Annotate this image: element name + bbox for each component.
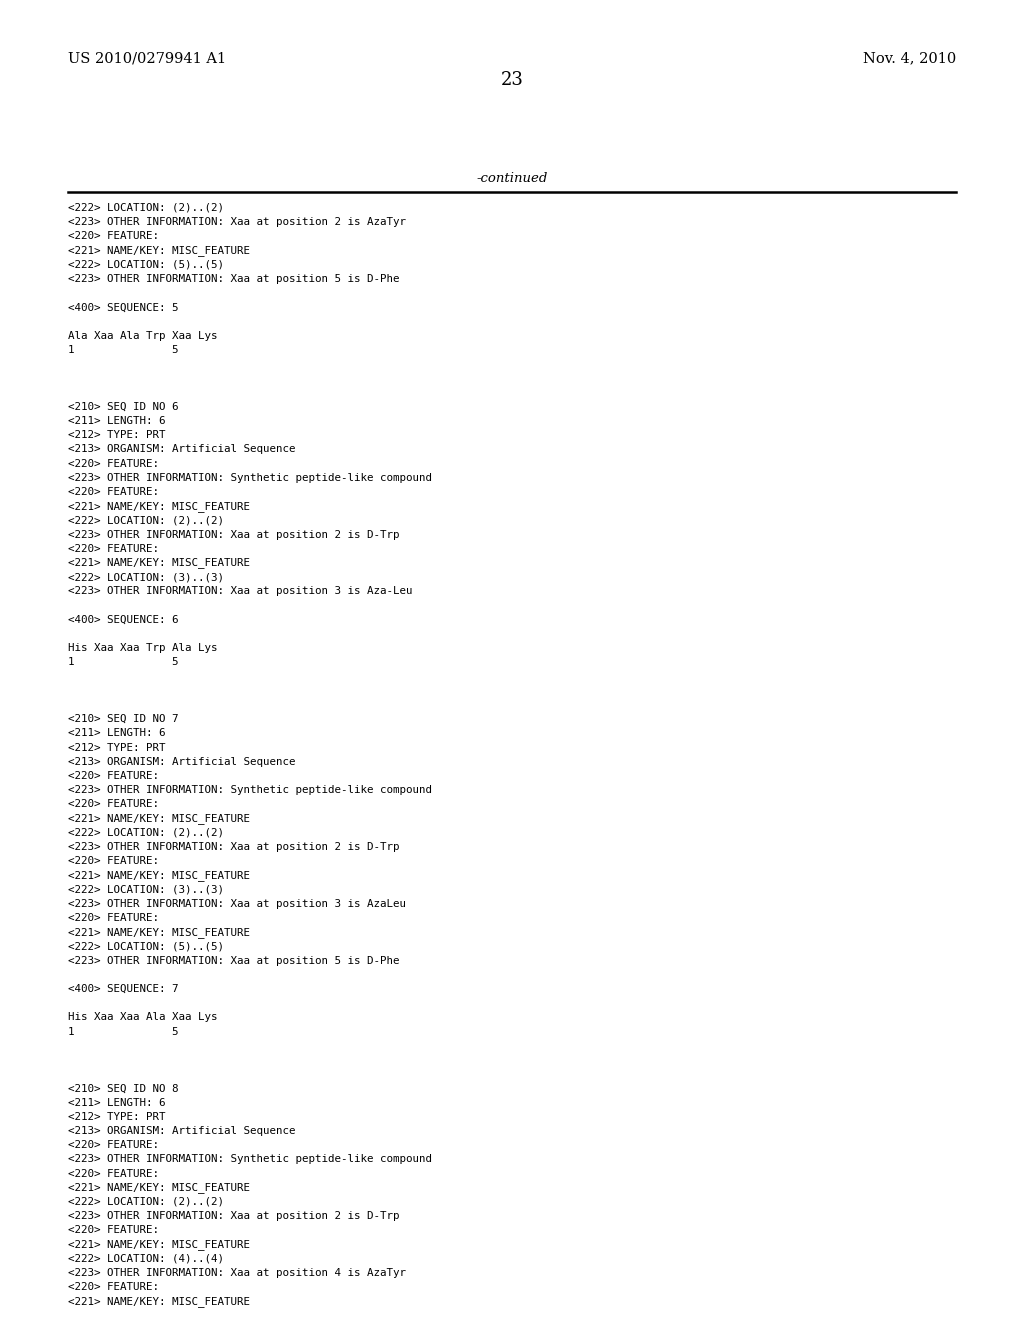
Text: <211> LENGTH: 6: <211> LENGTH: 6 bbox=[68, 729, 166, 738]
Text: <223> OTHER INFORMATION: Xaa at position 5 is D-Phe: <223> OTHER INFORMATION: Xaa at position… bbox=[68, 275, 399, 284]
Text: <213> ORGANISM: Artificial Sequence: <213> ORGANISM: Artificial Sequence bbox=[68, 756, 296, 767]
Text: <211> LENGTH: 6: <211> LENGTH: 6 bbox=[68, 416, 166, 426]
Text: <220> FEATURE:: <220> FEATURE: bbox=[68, 544, 159, 554]
Text: <223> OTHER INFORMATION: Xaa at position 2 is AzaTyr: <223> OTHER INFORMATION: Xaa at position… bbox=[68, 218, 406, 227]
Text: <221> NAME/KEY: MISC_FEATURE: <221> NAME/KEY: MISC_FEATURE bbox=[68, 246, 250, 256]
Text: <220> FEATURE:: <220> FEATURE: bbox=[68, 913, 159, 923]
Text: <212> TYPE: PRT: <212> TYPE: PRT bbox=[68, 430, 166, 440]
Text: <222> LOCATION: (2)..(2): <222> LOCATION: (2)..(2) bbox=[68, 1197, 224, 1206]
Text: <210> SEQ ID NO 6: <210> SEQ ID NO 6 bbox=[68, 401, 178, 412]
Text: <220> FEATURE:: <220> FEATURE: bbox=[68, 458, 159, 469]
Text: <223> OTHER INFORMATION: Synthetic peptide-like compound: <223> OTHER INFORMATION: Synthetic pepti… bbox=[68, 473, 432, 483]
Text: <220> FEATURE:: <220> FEATURE: bbox=[68, 231, 159, 242]
Text: <223> OTHER INFORMATION: Xaa at position 5 is D-Phe: <223> OTHER INFORMATION: Xaa at position… bbox=[68, 956, 399, 966]
Text: <220> FEATURE:: <220> FEATURE: bbox=[68, 771, 159, 781]
Text: <222> LOCATION: (3)..(3): <222> LOCATION: (3)..(3) bbox=[68, 572, 224, 582]
Text: <212> TYPE: PRT: <212> TYPE: PRT bbox=[68, 1111, 166, 1122]
Text: <221> NAME/KEY: MISC_FEATURE: <221> NAME/KEY: MISC_FEATURE bbox=[68, 1239, 250, 1250]
Text: <223> OTHER INFORMATION: Xaa at position 3 is Aza-Leu: <223> OTHER INFORMATION: Xaa at position… bbox=[68, 586, 413, 597]
Text: <212> TYPE: PRT: <212> TYPE: PRT bbox=[68, 743, 166, 752]
Text: <221> NAME/KEY: MISC_FEATURE: <221> NAME/KEY: MISC_FEATURE bbox=[68, 870, 250, 880]
Text: <220> FEATURE:: <220> FEATURE: bbox=[68, 1168, 159, 1179]
Text: <223> OTHER INFORMATION: Xaa at position 3 is AzaLeu: <223> OTHER INFORMATION: Xaa at position… bbox=[68, 899, 406, 908]
Text: <221> NAME/KEY: MISC_FEATURE: <221> NAME/KEY: MISC_FEATURE bbox=[68, 1183, 250, 1193]
Text: <221> NAME/KEY: MISC_FEATURE: <221> NAME/KEY: MISC_FEATURE bbox=[68, 557, 250, 569]
Text: <220> FEATURE:: <220> FEATURE: bbox=[68, 1282, 159, 1292]
Text: <400> SEQUENCE: 5: <400> SEQUENCE: 5 bbox=[68, 302, 178, 313]
Text: -continued: -continued bbox=[476, 172, 548, 185]
Text: 1               5: 1 5 bbox=[68, 657, 178, 668]
Text: <213> ORGANISM: Artificial Sequence: <213> ORGANISM: Artificial Sequence bbox=[68, 445, 296, 454]
Text: <223> OTHER INFORMATION: Synthetic peptide-like compound: <223> OTHER INFORMATION: Synthetic pepti… bbox=[68, 785, 432, 795]
Text: <222> LOCATION: (2)..(2): <222> LOCATION: (2)..(2) bbox=[68, 515, 224, 525]
Text: 1               5: 1 5 bbox=[68, 345, 178, 355]
Text: <221> NAME/KEY: MISC_FEATURE: <221> NAME/KEY: MISC_FEATURE bbox=[68, 500, 250, 512]
Text: <400> SEQUENCE: 7: <400> SEQUENCE: 7 bbox=[68, 983, 178, 994]
Text: His Xaa Xaa Ala Xaa Lys: His Xaa Xaa Ala Xaa Lys bbox=[68, 1012, 217, 1023]
Text: <223> OTHER INFORMATION: Xaa at position 2 is D-Trp: <223> OTHER INFORMATION: Xaa at position… bbox=[68, 842, 399, 851]
Text: <222> LOCATION: (3)..(3): <222> LOCATION: (3)..(3) bbox=[68, 884, 224, 895]
Text: Ala Xaa Ala Trp Xaa Lys: Ala Xaa Ala Trp Xaa Lys bbox=[68, 331, 217, 341]
Text: <210> SEQ ID NO 8: <210> SEQ ID NO 8 bbox=[68, 1084, 178, 1093]
Text: <400> SEQUENCE: 6: <400> SEQUENCE: 6 bbox=[68, 615, 178, 624]
Text: <211> LENGTH: 6: <211> LENGTH: 6 bbox=[68, 1098, 166, 1107]
Text: <221> NAME/KEY: MISC_FEATURE: <221> NAME/KEY: MISC_FEATURE bbox=[68, 813, 250, 824]
Text: <222> LOCATION: (5)..(5): <222> LOCATION: (5)..(5) bbox=[68, 260, 224, 269]
Text: 23: 23 bbox=[501, 71, 523, 88]
Text: <220> FEATURE:: <220> FEATURE: bbox=[68, 487, 159, 498]
Text: <210> SEQ ID NO 7: <210> SEQ ID NO 7 bbox=[68, 714, 178, 725]
Text: <223> OTHER INFORMATION: Synthetic peptide-like compound: <223> OTHER INFORMATION: Synthetic pepti… bbox=[68, 1155, 432, 1164]
Text: <221> NAME/KEY: MISC_FEATURE: <221> NAME/KEY: MISC_FEATURE bbox=[68, 1296, 250, 1307]
Text: <222> LOCATION: (5)..(5): <222> LOCATION: (5)..(5) bbox=[68, 941, 224, 952]
Text: <220> FEATURE:: <220> FEATURE: bbox=[68, 800, 159, 809]
Text: <222> LOCATION: (4)..(4): <222> LOCATION: (4)..(4) bbox=[68, 1254, 224, 1263]
Text: <223> OTHER INFORMATION: Xaa at position 4 is AzaTyr: <223> OTHER INFORMATION: Xaa at position… bbox=[68, 1269, 406, 1278]
Text: <222> LOCATION: (2)..(2): <222> LOCATION: (2)..(2) bbox=[68, 828, 224, 838]
Text: <223> OTHER INFORMATION: Xaa at position 2 is D-Trp: <223> OTHER INFORMATION: Xaa at position… bbox=[68, 1212, 399, 1221]
Text: His Xaa Xaa Trp Ala Lys: His Xaa Xaa Trp Ala Lys bbox=[68, 643, 217, 653]
Text: <220> FEATURE:: <220> FEATURE: bbox=[68, 1225, 159, 1236]
Text: <222> LOCATION: (2)..(2): <222> LOCATION: (2)..(2) bbox=[68, 203, 224, 213]
Text: Nov. 4, 2010: Nov. 4, 2010 bbox=[863, 51, 956, 65]
Text: US 2010/0279941 A1: US 2010/0279941 A1 bbox=[68, 51, 226, 65]
Text: <220> FEATURE:: <220> FEATURE: bbox=[68, 1140, 159, 1150]
Text: <223> OTHER INFORMATION: Xaa at position 2 is D-Trp: <223> OTHER INFORMATION: Xaa at position… bbox=[68, 529, 399, 540]
Text: <213> ORGANISM: Artificial Sequence: <213> ORGANISM: Artificial Sequence bbox=[68, 1126, 296, 1137]
Text: <221> NAME/KEY: MISC_FEATURE: <221> NAME/KEY: MISC_FEATURE bbox=[68, 927, 250, 937]
Text: <220> FEATURE:: <220> FEATURE: bbox=[68, 857, 159, 866]
Text: 1               5: 1 5 bbox=[68, 1027, 178, 1036]
